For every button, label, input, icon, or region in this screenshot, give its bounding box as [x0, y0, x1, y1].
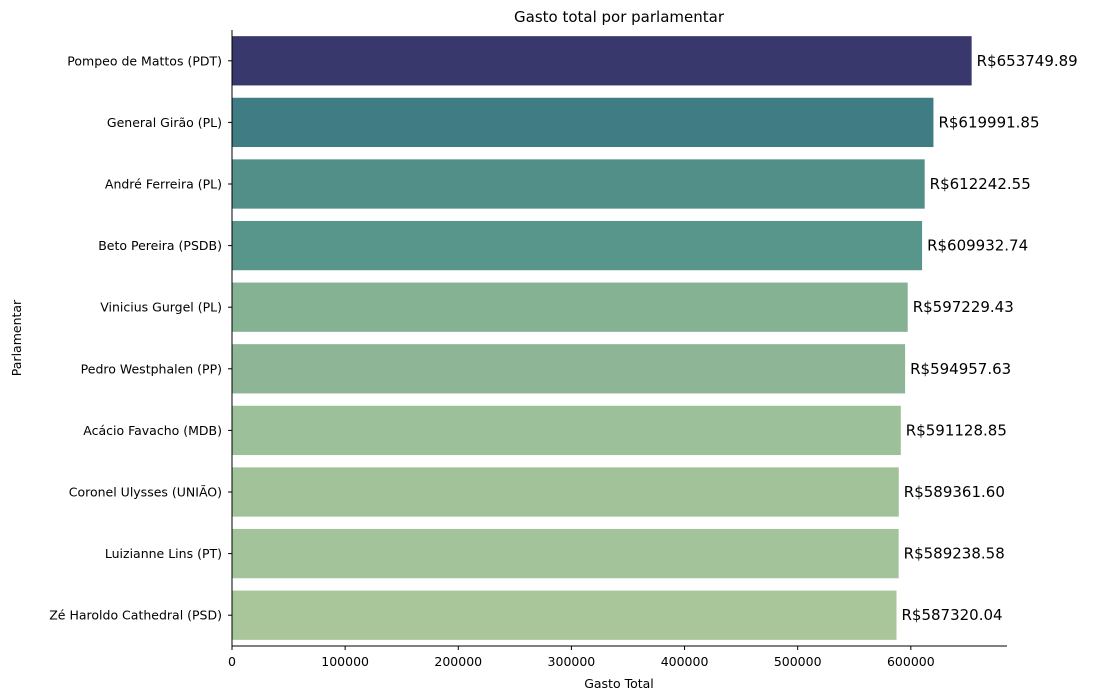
x-tick-label: 400000 — [661, 654, 709, 669]
chart-title: Gasto total por parlamentar — [514, 8, 725, 26]
bar-data-label: R$589238.58 — [904, 545, 1005, 563]
y-axis-label: Parlamentar — [9, 299, 24, 376]
x-tick-label: 600000 — [887, 654, 935, 669]
bar — [232, 220, 923, 271]
bar-data-label: R$653749.89 — [977, 52, 1078, 70]
x-axis-label: Gasto Total — [584, 676, 654, 691]
y-tick-label: Pompeo de Mattos (PDT) — [67, 53, 222, 68]
bar — [232, 159, 925, 209]
bar-data-label: R$591128.85 — [906, 421, 1007, 439]
bar-data-label: R$619991.85 — [938, 113, 1039, 131]
y-tick-label: Zé Haroldo Cathedral (PSD) — [49, 608, 222, 623]
bar — [232, 405, 901, 456]
y-tick-label: Pedro Westphalen (PP) — [81, 361, 222, 376]
bar — [232, 36, 972, 86]
y-tick-label: André Ferreira (PL) — [105, 177, 222, 192]
x-tick-label: 300000 — [548, 654, 596, 669]
x-tick-label: 500000 — [774, 654, 822, 669]
bar-data-label: R$612242.55 — [930, 175, 1031, 193]
bar — [232, 467, 899, 517]
y-tick-label: Acácio Favacho (MDB) — [83, 423, 222, 438]
bars-group: R$653749.89 R$619991.85 R$612242.55 R$60993… — [232, 36, 1078, 640]
bar-data-label: R$587320.04 — [901, 606, 1002, 624]
bar-data-label: R$609932.74 — [927, 237, 1028, 255]
y-axis-ticks: Pompeo de Mattos (PDT) General Girão (PL)… — [49, 53, 232, 623]
y-tick-label: Beto Pereira (PSDB) — [98, 238, 222, 253]
x-tick-label: 100000 — [321, 654, 369, 669]
bar — [232, 590, 897, 640]
bar-data-label: R$597229.43 — [913, 298, 1014, 316]
x-tick-label: 0 — [228, 654, 236, 669]
bar-data-label: R$589361.60 — [904, 483, 1005, 501]
y-tick-label: General Girão (PL) — [107, 115, 222, 130]
y-tick-label: Vinicius Gurgel (PL) — [100, 300, 222, 315]
x-tick-label: 200000 — [434, 654, 482, 669]
y-tick-label: Coronel Ulysses (UNIÃO) — [69, 485, 222, 500]
bar — [232, 97, 934, 148]
bar-data-label: R$594957.63 — [910, 360, 1011, 378]
bar — [232, 282, 908, 332]
x-axis-ticks: 0 100000 200000 300000 400000 500000 600000 — [228, 646, 935, 669]
y-tick-label: Luizianne Lins (PT) — [105, 546, 222, 561]
bar — [232, 528, 899, 579]
bar — [232, 344, 906, 394]
